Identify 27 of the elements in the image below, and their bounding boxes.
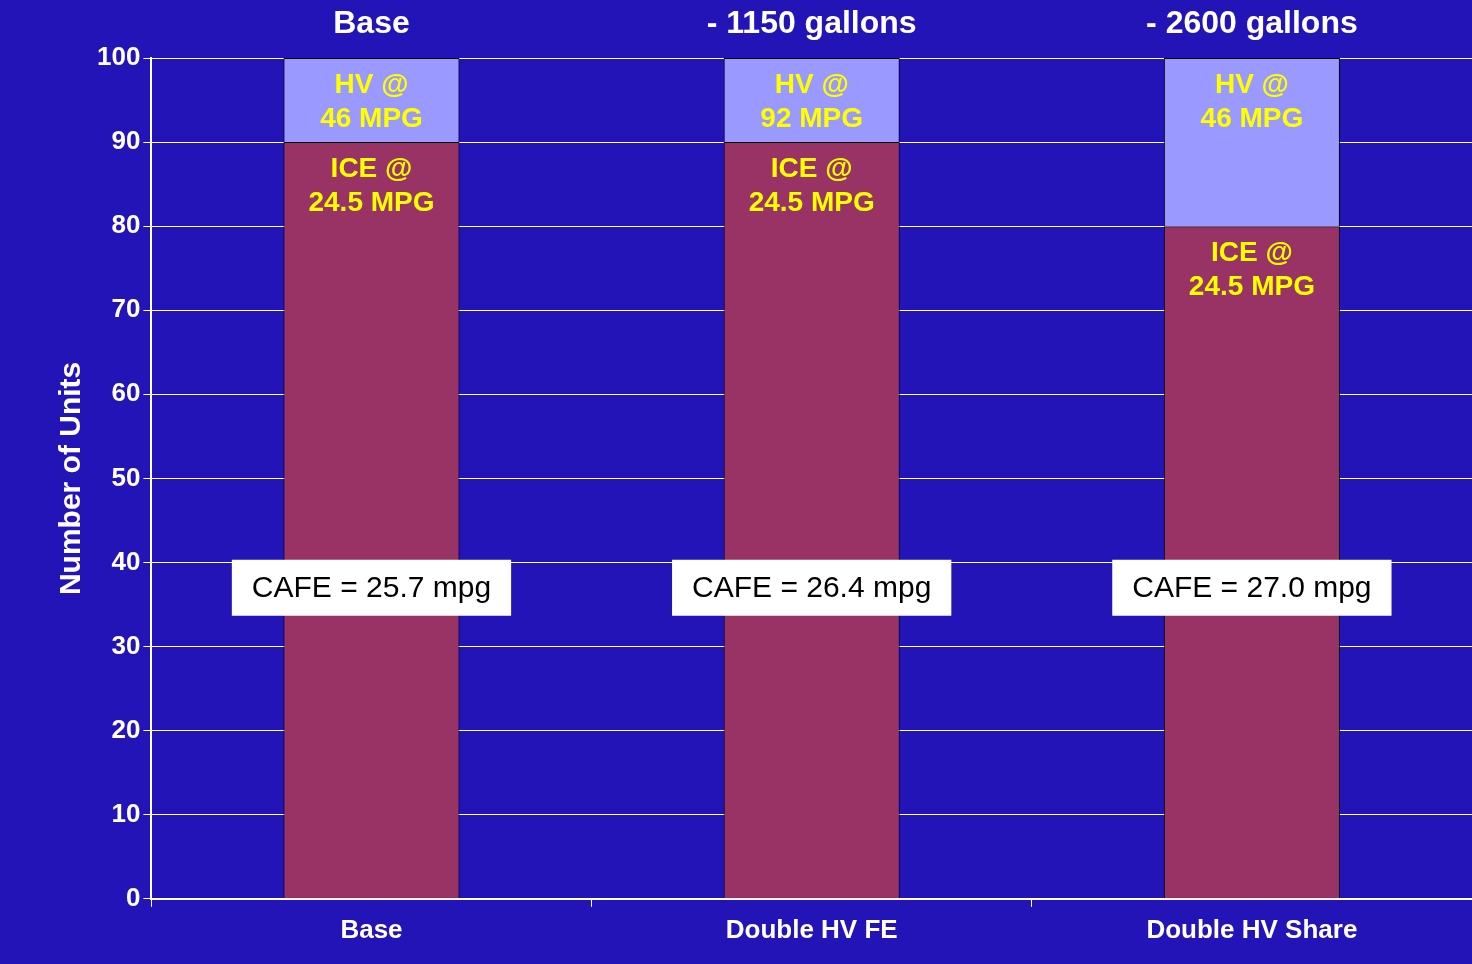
text: - 1150 gallons xyxy=(706,3,917,40)
annotation: HV @ 46 MPG xyxy=(1200,67,1304,133)
text: Base xyxy=(333,3,410,40)
annotation: HV @ 92 MPG xyxy=(760,67,864,133)
annotation: CAFE = 26.4 mpg xyxy=(692,569,932,603)
annotation: CAFE = 25.7 mpg xyxy=(251,569,492,603)
y-tick-label: 60 xyxy=(111,377,141,408)
x-tick-label: Double HV Share xyxy=(1146,913,1358,944)
y-tick-label: 100 xyxy=(96,41,141,72)
y-tick-label: 0 xyxy=(125,881,141,912)
y-tick-label: 40 xyxy=(111,545,141,576)
y-tick-label: 30 xyxy=(111,629,141,660)
annotation: ICE @ 24.5 MPG xyxy=(1188,235,1315,301)
y-tick-label: 10 xyxy=(111,797,141,828)
annotation: CAFE = 27.0 mpg xyxy=(1132,569,1372,603)
y-axis-title: Number of Units xyxy=(53,361,87,596)
y-tick-label: 50 xyxy=(111,461,141,492)
x-tick-label: Base xyxy=(340,913,403,944)
y-tick-label: 20 xyxy=(111,713,141,744)
y-tick-label: 70 xyxy=(111,293,141,324)
y-tick-label: 80 xyxy=(111,209,141,240)
annotation: HV @ 46 MPG xyxy=(320,67,423,133)
text: - 2600 gallons xyxy=(1146,3,1358,40)
annotation: ICE @ 24.5 MPG xyxy=(748,151,875,217)
x-tick-label: Double HV FE xyxy=(725,913,898,944)
annotation: ICE @ 24.5 MPG xyxy=(308,151,435,217)
y-tick-label: 90 xyxy=(111,125,141,156)
